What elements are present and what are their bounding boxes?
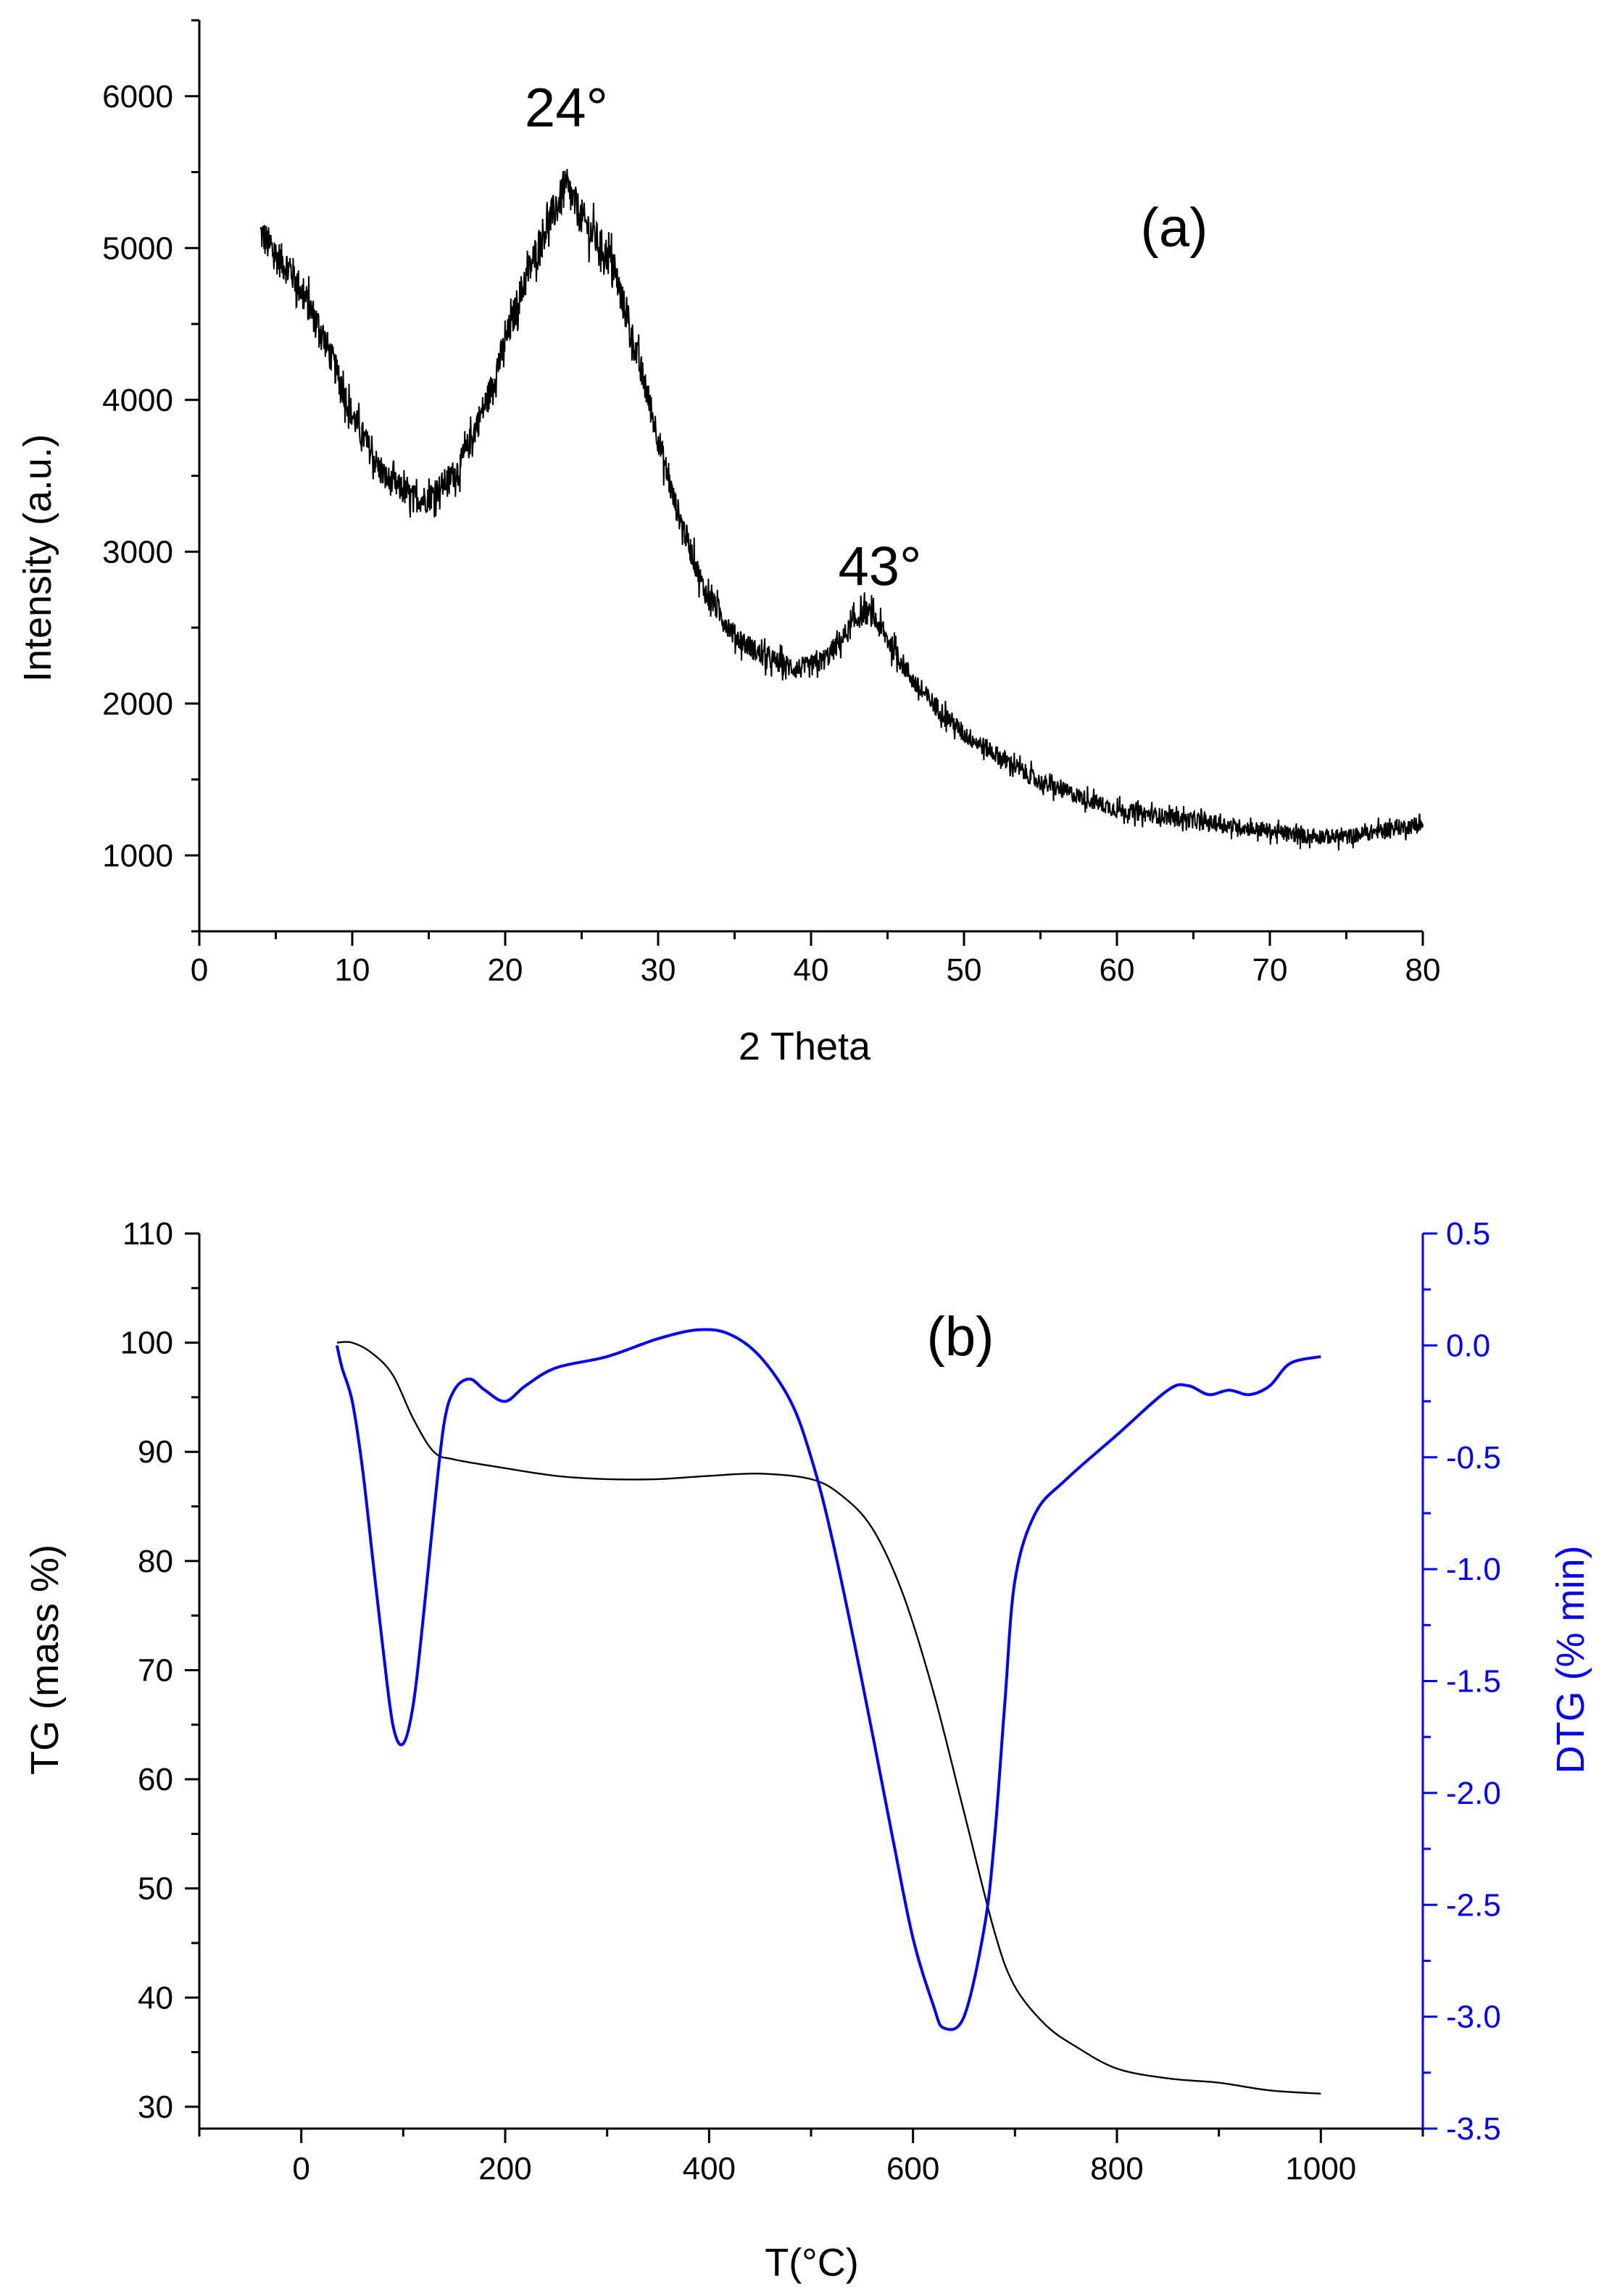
chart-b-y-tick-label: 70: [138, 1652, 173, 1688]
chart-a-x-tick-label: 80: [1405, 952, 1441, 988]
chart-b-x-tick-label: 200: [478, 2151, 531, 2187]
chart-b-x-tick-label: 800: [1090, 2151, 1143, 2187]
chart-a-y-tick-label: 2000: [102, 686, 173, 722]
chart-a-x-tick-label: 70: [1252, 952, 1288, 988]
chart-b-x-tick-label: 600: [886, 2151, 939, 2187]
chart-a-y-tick-label: 1000: [102, 838, 173, 873]
chart-a-x-tick-label: 20: [488, 952, 523, 988]
chart-a-y-tick-label: 3000: [102, 534, 173, 570]
chart-a-y-tick-label: 4000: [102, 383, 173, 418]
chart-a-x-tick-label: 0: [191, 952, 208, 988]
chart-a: 0 10 20 30 40 50 60 70 80 1000 2000 3000 4000 5000 600…: [16, 19, 1441, 1068]
chart-b-y-tick-label: 30: [138, 2089, 173, 2125]
chart-b-x-tick-label: 400: [683, 2151, 736, 2187]
chart-b-y-tick-label: 90: [138, 1434, 173, 1470]
chart-b-y2-tick-label: -2.0: [1446, 1776, 1501, 1811]
chart-a-x-tick-label: 50: [947, 952, 982, 988]
chart-b-y-tick-label: 100: [120, 1326, 173, 1361]
chart-a-series: [259, 169, 1424, 851]
chart-b-y2-tick-label: 0.5: [1446, 1216, 1490, 1252]
chart-b-y-axis-title: TG (mass %): [23, 1544, 67, 1775]
chart-b-y-tick-label: 40: [138, 1980, 173, 2016]
chart-b-y2-axis-title: DTG (% min): [1549, 1546, 1592, 1774]
chart-b-y2-tick-label: -3.0: [1446, 2000, 1501, 2035]
chart-a-panel-label: (a): [1141, 197, 1208, 259]
chart-a-x-tick-label: 40: [794, 952, 829, 988]
chart-b-y2-tick-label: -1.0: [1446, 1552, 1501, 1587]
chart-b-y-tick-label: 60: [138, 1762, 173, 1797]
chart-b-x-axis-title: T(°C): [765, 2241, 859, 2284]
chart-b-y2-tick-label: -1.5: [1446, 1664, 1501, 1700]
chart-b-y2-tick-label: 0.0: [1446, 1328, 1490, 1363]
chart-a-x-tick-label: 30: [641, 952, 676, 988]
chart-b-series-tg: [336, 1341, 1321, 2095]
chart-a-x-axis-title: 2 Theta: [739, 1025, 871, 1068]
chart-b-y-tick-label: 110: [122, 1216, 173, 1252]
chart-b-y-tick-label: 80: [138, 1544, 173, 1579]
chart-a-annotation-peak-24: 24°: [525, 78, 608, 139]
chart-b-series: [335, 1328, 1321, 2095]
chart-b-panel-label: (b): [927, 1306, 994, 1368]
chart-b-x-tick-label: 1000: [1285, 2151, 1356, 2187]
chart-a-y-tick-label: 6000: [102, 79, 173, 115]
chart-a-series-xrd: [259, 169, 1424, 851]
chart-b-ticks: 0 200 400 600 800 1000 30 40 50 60 70 80 90 100 110 0.5…: [120, 1216, 1501, 2187]
chart-b-y2-tick-label: -0.5: [1446, 1440, 1501, 1476]
chart-a-x-tick-label: 10: [335, 952, 370, 988]
chart-a-y-tick-label: 5000: [102, 230, 173, 266]
chart-b-y-tick-label: 50: [138, 1871, 173, 1907]
chart-a-x-tick-label: 60: [1100, 952, 1135, 988]
chart-b-series-dtg: [335, 1328, 1321, 2031]
chart-b-y2-tick-label: -2.5: [1446, 1887, 1501, 1923]
chart-b: 0 200 400 600 800 1000 30 40 50 60 70 80 90 100 110 0.5…: [23, 1216, 1592, 2284]
chart-a-ticks: 0 10 20 30 40 50 60 70 80 1000 2000 3000 4000 5000 600…: [102, 19, 1441, 988]
chart-a-y-axis-title: Intensity (a.u.): [16, 434, 59, 682]
chart-a-annotation-peak-43: 43°: [838, 536, 921, 597]
chart-b-x-tick-label: 0: [292, 2151, 309, 2187]
chart-b-y2-tick-label: -3.5: [1446, 2111, 1501, 2147]
